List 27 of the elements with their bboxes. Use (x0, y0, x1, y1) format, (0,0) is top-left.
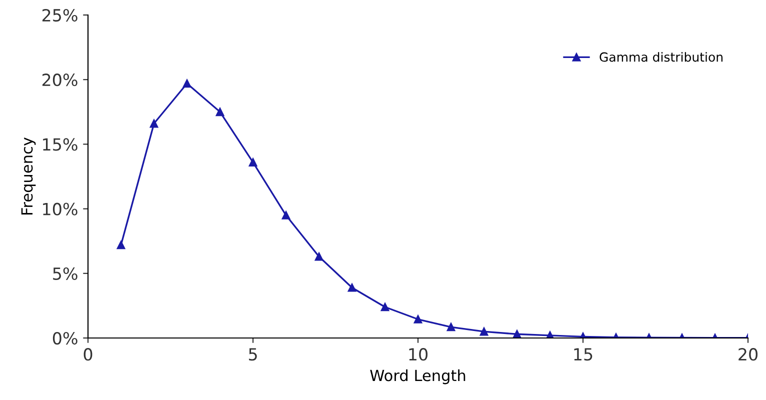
point (380, 302, 390, 312)
point (248, 158, 258, 166)
point (414, 315, 422, 324)
y-tick-label: 0% (52, 332, 78, 345)
point (182, 79, 192, 88)
x-tick-label: 20 (738, 348, 758, 361)
x-tick-label: 5 (248, 348, 257, 361)
y-tick-label: 5% (53, 267, 78, 280)
point (116, 240, 126, 250)
y-tick-label: 20% (42, 74, 78, 86)
y-tick-label: 15% (43, 138, 78, 151)
y-tick-label: 10% (43, 202, 78, 216)
legend-label: Gamma distribution (600, 52, 722, 62)
y-tick-label: 25% (42, 8, 78, 22)
point (314, 252, 324, 261)
point (446, 322, 456, 332)
point (512, 330, 522, 338)
point (150, 119, 158, 128)
x-axis-title: Word Length (370, 369, 466, 384)
x-tick-label: 10 (409, 348, 428, 361)
x-tick-label: 0 (84, 348, 92, 361)
x-tick-label: 15 (574, 348, 592, 361)
point (348, 283, 356, 292)
y-axis-title: Frequency (21, 137, 36, 214)
point (282, 211, 290, 220)
point (216, 108, 224, 116)
point (480, 327, 488, 336)
